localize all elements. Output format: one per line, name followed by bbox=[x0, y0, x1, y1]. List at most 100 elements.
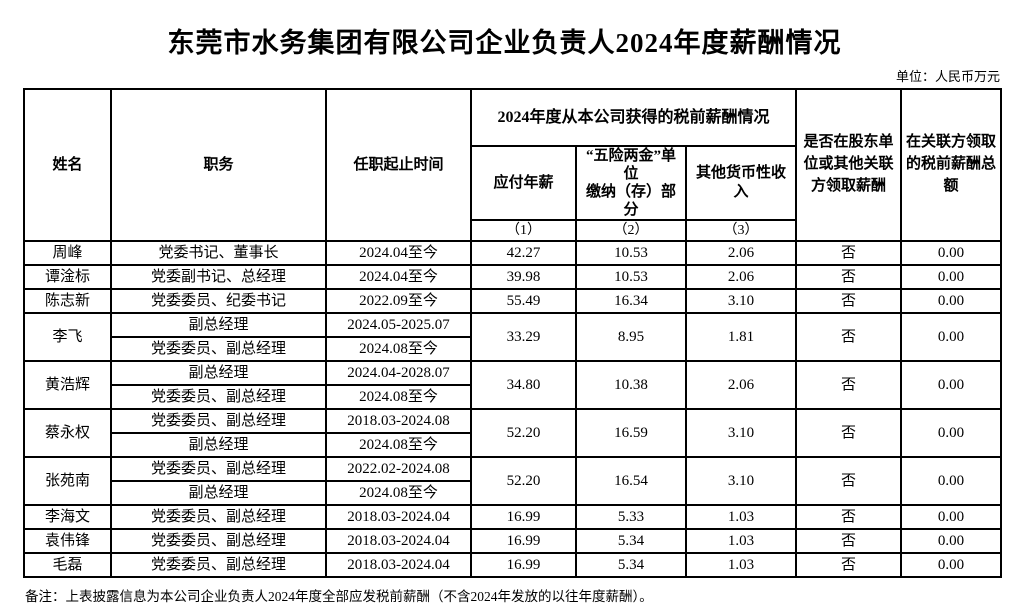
related-total-cell: 0.00 bbox=[900, 312, 1002, 362]
other-income-cell: 1.03 bbox=[685, 552, 797, 578]
position-cell: 党委书记、董事长 bbox=[110, 240, 327, 266]
table-subrow: 党委委员、副总经理 2024.08至今 bbox=[24, 336, 1001, 362]
col-header-salary: 应付年薪 bbox=[470, 145, 577, 221]
salary-cell: 39.98 bbox=[470, 264, 577, 290]
term-cell: 2024.08至今 bbox=[325, 336, 472, 362]
term-cell: 2024.08至今 bbox=[325, 384, 472, 410]
insurance-cell: 10.38 bbox=[575, 360, 687, 410]
name-cell: 周峰 bbox=[23, 240, 112, 266]
other-income-cell: 3.10 bbox=[685, 456, 797, 506]
term-cell: 2024.04-2028.07 bbox=[325, 360, 472, 386]
term-cell: 2024.08至今 bbox=[325, 432, 472, 458]
other-income-cell: 2.06 bbox=[685, 240, 797, 266]
name-cell: 陈志新 bbox=[23, 288, 112, 314]
table-row: 毛磊 党委委员、副总经理 2018.03-2024.04 16.99 5.34 … bbox=[23, 552, 1002, 578]
position-cell: 党委副书记、总经理 bbox=[110, 264, 327, 290]
related-flag-cell: 否 bbox=[795, 264, 902, 290]
table-row: 谭淦标 党委副书记、总经理 2024.04至今 39.98 10.53 2.06… bbox=[23, 264, 1002, 290]
unit-label: 单位：人民币万元 bbox=[895, 69, 1000, 84]
insurance-cell: 5.34 bbox=[575, 552, 687, 578]
insurance-cell: 5.33 bbox=[575, 504, 687, 530]
name-cell: 谭淦标 bbox=[23, 264, 112, 290]
salary-cell: 52.20 bbox=[470, 408, 577, 458]
insurance-cell: 8.95 bbox=[575, 312, 687, 362]
header-row-group: 姓名 职务 任职起止时间 2024年度从本公司获得的税前薪酬情况 是否在股东单位… bbox=[23, 88, 1002, 242]
position-cell: 副总经理 bbox=[110, 480, 327, 506]
header-row-numbers: （1） （2） （3） bbox=[24, 219, 1001, 242]
salary-table: 姓名 职务 任职起止时间 2024年度从本公司获得的税前薪酬情况 是否在股东单位… bbox=[23, 88, 1002, 578]
salary-cell: 16.99 bbox=[470, 552, 577, 578]
term-cell: 2022.09至今 bbox=[325, 288, 472, 314]
other-income-cell: 2.06 bbox=[685, 360, 797, 410]
position-cell: 党委委员、副总经理 bbox=[110, 456, 327, 482]
salary-cell: 16.99 bbox=[470, 528, 577, 554]
table-subrow: 党委委员、副总经理 2024.08至今 bbox=[24, 384, 1001, 410]
term-cell: 2024.04至今 bbox=[325, 264, 472, 290]
term-cell: 2022.02-2024.08 bbox=[325, 456, 472, 482]
col-header-related-flag: 是否在股东单位或其他关联方领取薪酬 bbox=[795, 88, 902, 242]
related-total-cell: 0.00 bbox=[900, 408, 1002, 458]
name-cell: 毛磊 bbox=[23, 552, 112, 578]
related-flag-cell: 否 bbox=[795, 528, 902, 554]
other-income-cell: 1.81 bbox=[685, 312, 797, 362]
related-total-cell: 0.00 bbox=[900, 264, 1002, 290]
document-page: 东莞市水务集团有限公司企业负责人2024年度薪酬情况 单位：人民币万元 姓名 职… bbox=[0, 24, 1009, 612]
position-cell: 党委委员、副总经理 bbox=[110, 552, 327, 578]
related-flag-cell: 否 bbox=[795, 456, 902, 506]
salary-cell: 34.80 bbox=[470, 360, 577, 410]
related-flag-cell: 否 bbox=[795, 312, 902, 362]
other-income-cell: 1.03 bbox=[685, 528, 797, 554]
insurance-cell: 10.53 bbox=[575, 240, 687, 266]
position-cell: 副总经理 bbox=[110, 432, 327, 458]
other-income-cell: 3.10 bbox=[685, 408, 797, 458]
position-cell: 党委委员、副总经理 bbox=[110, 336, 327, 362]
related-total-cell: 0.00 bbox=[900, 240, 1002, 266]
table-header: 姓名 职务 任职起止时间 2024年度从本公司获得的税前薪酬情况 是否在股东单位… bbox=[23, 88, 1002, 242]
position-cell: 党委委员、副总经理 bbox=[110, 528, 327, 554]
col-header-position: 职务 bbox=[110, 88, 327, 242]
insurance-cell: 16.34 bbox=[575, 288, 687, 314]
salary-cell: 16.99 bbox=[470, 504, 577, 530]
col-header-insurance-index: （2） bbox=[575, 219, 687, 242]
table-row: 袁伟锋 党委委员、副总经理 2018.03-2024.04 16.99 5.34… bbox=[23, 528, 1002, 554]
salary-cell: 33.29 bbox=[470, 312, 577, 362]
other-income-cell: 1.03 bbox=[685, 504, 797, 530]
table-body: 周峰 党委书记、董事长 2024.04至今 42.27 10.53 2.06 否… bbox=[23, 240, 1002, 578]
col-header-term: 任职起止时间 bbox=[325, 88, 472, 242]
table-row: 陈志新 党委委员、纪委书记 2022.09至今 55.49 16.34 3.10… bbox=[23, 288, 1002, 314]
table-subrow: 副总经理 2024.08至今 bbox=[24, 480, 1001, 506]
table-row: 张苑南 党委委员、副总经理 2022.02-2024.08 52.20 16.5… bbox=[23, 456, 1002, 506]
table-row: 李飞 副总经理 2024.05-2025.07 33.29 8.95 1.81 … bbox=[23, 312, 1002, 362]
related-total-cell: 0.00 bbox=[900, 456, 1002, 506]
salary-cell: 52.20 bbox=[470, 456, 577, 506]
term-cell: 2018.03-2024.04 bbox=[325, 528, 472, 554]
position-cell: 党委委员、副总经理 bbox=[110, 408, 327, 434]
related-total-cell: 0.00 bbox=[900, 288, 1002, 314]
related-flag-cell: 否 bbox=[795, 360, 902, 410]
other-income-cell: 2.06 bbox=[685, 264, 797, 290]
table-row: 周峰 党委书记、董事长 2024.04至今 42.27 10.53 2.06 否… bbox=[23, 240, 1002, 266]
term-cell: 2024.08至今 bbox=[325, 480, 472, 506]
name-cell: 袁伟锋 bbox=[23, 528, 112, 554]
col-header-other-income: 其他货币性收入 bbox=[685, 145, 797, 221]
related-total-cell: 0.00 bbox=[900, 504, 1002, 530]
insurance-cell: 10.53 bbox=[575, 264, 687, 290]
insurance-cell: 16.59 bbox=[575, 408, 687, 458]
term-cell: 2018.03-2024.04 bbox=[325, 552, 472, 578]
other-income-cell: 3.10 bbox=[685, 288, 797, 314]
name-cell: 李飞 bbox=[23, 312, 112, 362]
table-row: 蔡永权 党委委员、副总经理 2018.03-2024.08 52.20 16.5… bbox=[23, 408, 1002, 458]
related-total-cell: 0.00 bbox=[900, 360, 1002, 410]
term-cell: 2024.05-2025.07 bbox=[325, 312, 472, 338]
term-cell: 2018.03-2024.04 bbox=[325, 504, 472, 530]
col-header-other-index: （3） bbox=[685, 219, 797, 242]
position-cell: 党委委员、纪委书记 bbox=[110, 288, 327, 314]
insurance-cell: 5.34 bbox=[575, 528, 687, 554]
insurance-cell: 16.54 bbox=[575, 456, 687, 506]
related-flag-cell: 否 bbox=[795, 504, 902, 530]
related-total-cell: 0.00 bbox=[900, 528, 1002, 554]
position-cell: 党委委员、副总经理 bbox=[110, 504, 327, 530]
header-row-sub: 应付年薪 “五险两金”单位 缴纳（存）部分 其他货币性收入 bbox=[24, 145, 1001, 221]
salary-cell: 55.49 bbox=[470, 288, 577, 314]
name-cell: 张苑南 bbox=[23, 456, 112, 506]
